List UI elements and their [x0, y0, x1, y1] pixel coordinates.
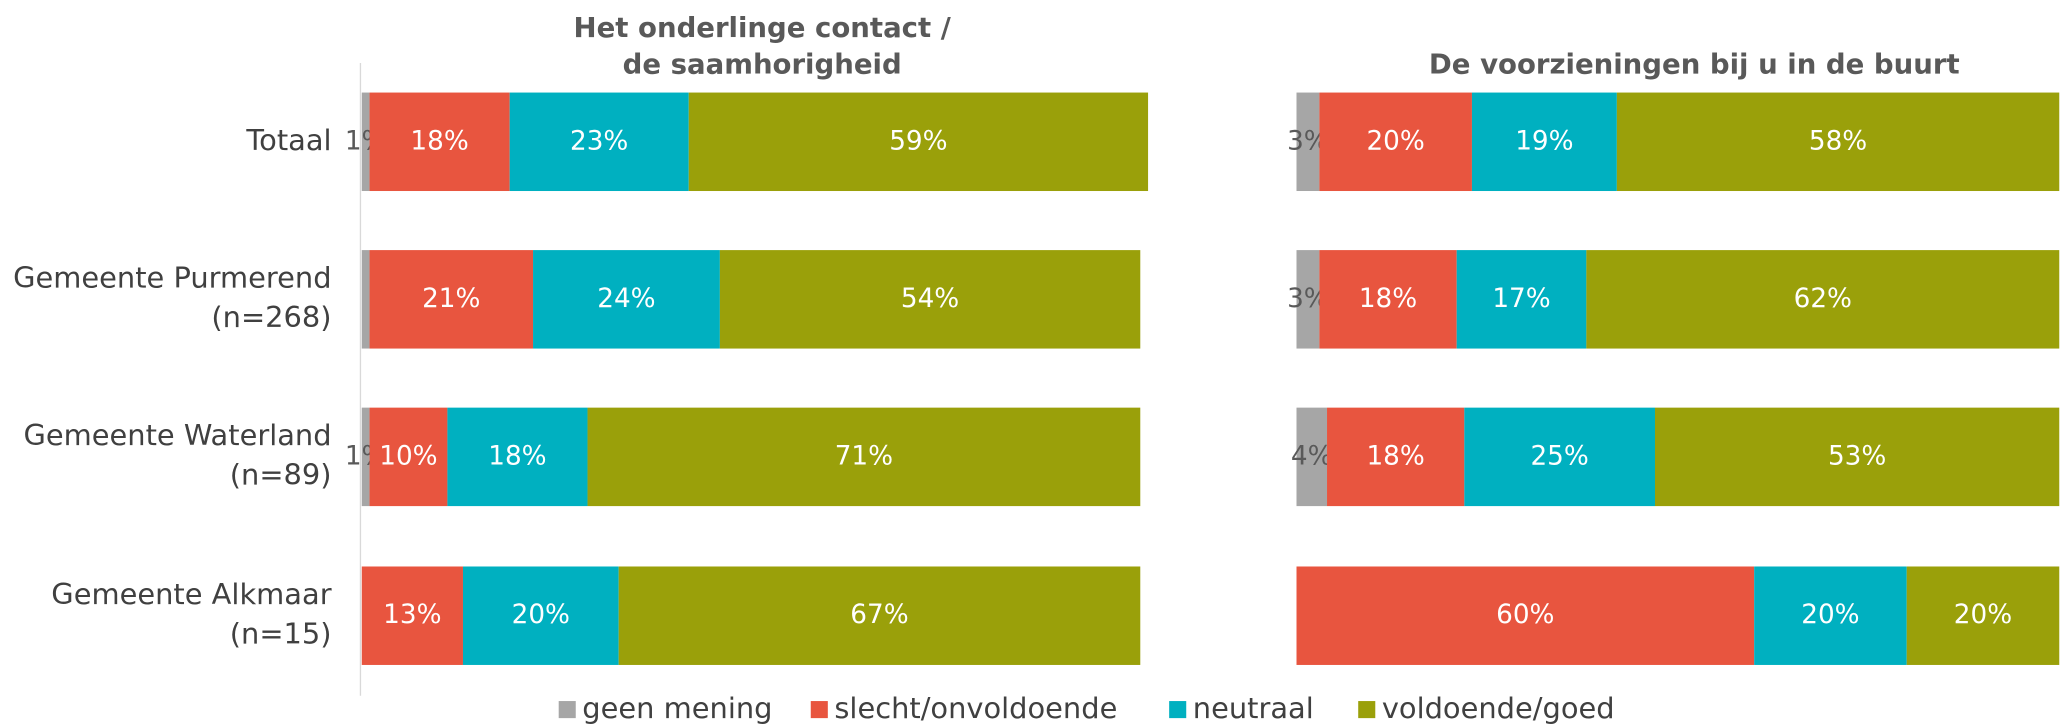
value-label: 18% [1359, 284, 1417, 314]
value-label: 54% [901, 284, 959, 314]
value-label: 10% [379, 441, 437, 471]
category-label: Gemeente Alkmaar [51, 577, 331, 611]
category-label: Totaal [245, 123, 331, 157]
bar-segment [509, 92, 689, 192]
chart-title: de saamhorigheid [623, 49, 902, 81]
value-label: 25% [1530, 441, 1588, 471]
bar-segment [618, 566, 1141, 665]
category-label: Gemeente Waterland [23, 418, 331, 452]
bar-segment [1616, 92, 2060, 192]
value-label: 20% [512, 600, 570, 630]
bar-segment [361, 566, 463, 665]
bar-segment [719, 250, 1141, 349]
bar-segment [447, 407, 588, 507]
legend-swatch [558, 701, 576, 719]
bar-segment [1319, 92, 1472, 192]
bar-segment [1296, 92, 1320, 192]
chart-title: De voorzieningen bij u in de buurt [1429, 49, 1960, 81]
bar-segment [1586, 250, 2060, 349]
bar-segment [1471, 92, 1617, 192]
bar-segment [1296, 250, 1320, 349]
category-label: (n=89) [230, 458, 332, 492]
value-label: 23% [570, 126, 628, 156]
bar-segment [1327, 407, 1465, 507]
bar-segment [1655, 407, 2060, 507]
value-label: 58% [1809, 126, 1867, 156]
category-label: (n=268) [211, 300, 331, 334]
value-label: 53% [1828, 441, 1886, 471]
value-label: 17% [1492, 284, 1550, 314]
value-label: 4% [1291, 441, 1333, 471]
legend-label: geen mening [582, 691, 772, 725]
value-label: 62% [1794, 284, 1852, 314]
value-label: 20% [1954, 600, 2012, 630]
value-label: 24% [597, 284, 655, 314]
value-label: 18% [488, 441, 546, 471]
value-label: 71% [835, 441, 893, 471]
chart-title: Het onderlinge contact / [574, 12, 952, 44]
bar-segment [361, 250, 370, 349]
value-label: 67% [850, 600, 908, 630]
bar-segment [1906, 566, 2060, 665]
value-label: 20% [1801, 600, 1859, 630]
legend-swatch [810, 701, 828, 719]
bar-segment [1296, 566, 1755, 665]
legend-swatch [1358, 701, 1376, 719]
bar-segment [369, 407, 448, 507]
value-label: 18% [1366, 441, 1424, 471]
bar-segment [369, 250, 534, 349]
value-label: 18% [410, 126, 468, 156]
legend-label: voldoende/goed [1382, 691, 1615, 725]
bar-segment [1319, 250, 1457, 349]
bar-segment [1754, 566, 1907, 665]
value-label: 19% [1515, 126, 1573, 156]
bar-segment [369, 92, 510, 192]
legend-swatch [1169, 701, 1187, 719]
bar-segment [462, 566, 619, 665]
value-label: 20% [1366, 126, 1424, 156]
value-label: 21% [422, 284, 480, 314]
value-label: 59% [889, 126, 947, 156]
bar-segment [1456, 250, 1587, 349]
bar-segment [688, 92, 1149, 192]
bar-segment [361, 407, 370, 507]
legend-label: slecht/onvoldoende [834, 691, 1117, 725]
bar-segment [1296, 407, 1328, 507]
category-label: (n=15) [230, 616, 332, 650]
bar-segment [533, 250, 720, 349]
value-label: 13% [383, 600, 441, 630]
bar-segment [587, 407, 1141, 507]
bar-segment [1464, 407, 1656, 507]
category-label: Gemeente Purmerend [13, 261, 331, 295]
legend-label: neutraal [1193, 691, 1314, 725]
bar-segment [361, 92, 370, 192]
value-label: 60% [1496, 600, 1554, 630]
